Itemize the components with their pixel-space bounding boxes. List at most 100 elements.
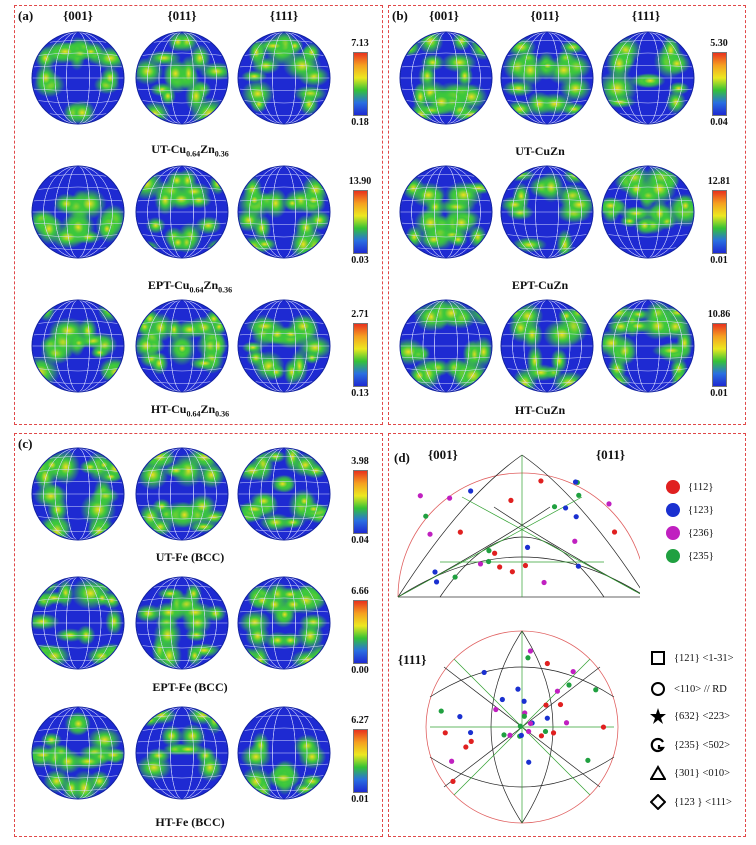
colorbar-c-ept <box>353 600 368 664</box>
ipf-dot <box>427 531 433 537</box>
colorbar-c-ut-min: 0.04 <box>351 535 369 546</box>
panel-d-label: (d) <box>394 450 410 465</box>
ipf-dot <box>442 730 448 736</box>
pole-figure-b-ut-111 <box>600 30 696 126</box>
panel-d <box>388 433 746 837</box>
pole-figure-c-ut-011 <box>134 446 230 542</box>
ipf-dot <box>543 702 549 708</box>
ipf-dot <box>499 696 505 703</box>
pole-figure-a-ept-011 <box>134 164 230 260</box>
pole-figure-c-ept-111 <box>236 575 332 671</box>
ipf-dot <box>457 529 463 535</box>
legend-circle: <110> // RD <box>650 681 727 697</box>
colorbar-a-ht-max: 2.71 <box>351 309 369 320</box>
ipf-dot <box>585 757 591 763</box>
ipf-dot <box>570 668 576 675</box>
colorbar-a-ht-min: 0.13 <box>351 388 369 399</box>
pole-figure-c-ept-001 <box>30 575 126 671</box>
ipf-001-green-lines <box>397 455 640 598</box>
legend-dot-112 <box>666 480 680 494</box>
colorbar-b-ept-min: 0.01 <box>710 255 728 266</box>
pole-figure-a-ht-001 <box>30 298 126 394</box>
panel-c-label: (c) <box>18 436 33 451</box>
caption-c-ut: UT-Fe (BCC) <box>155 550 225 564</box>
legend-diamond: {123 } <111> <box>650 794 732 810</box>
star-icon <box>650 708 666 724</box>
ipf-dot <box>518 732 524 738</box>
ipf-dot <box>544 715 550 721</box>
ipf-dot <box>527 720 534 727</box>
legend-dot-235 <box>666 549 680 563</box>
panel-a-label: (a) <box>18 8 34 23</box>
ipf-001-outline <box>397 472 640 598</box>
colorbar-a-ept-max: 13.90 <box>348 176 372 187</box>
colorbar-a-ut <box>353 52 368 116</box>
ipf-dot <box>477 561 484 567</box>
ipf-label-011: {011} <box>596 447 626 462</box>
ipf-dot <box>438 708 444 714</box>
caption-c-ht: HT-Fe (BCC) <box>155 815 225 829</box>
caption-a-ht: HT-Cu0.64Zn0.36 <box>150 402 230 419</box>
ipf-dot <box>554 688 561 694</box>
caption-a-ept: EPT-Cu0.64Zn0.36 <box>147 278 233 295</box>
ipf-001-arcs <box>397 454 640 598</box>
ipf-dot <box>417 493 423 499</box>
ipf-dot <box>452 574 458 580</box>
ipf-dot <box>492 550 498 556</box>
pole-figure-b-ept-011 <box>499 164 595 260</box>
ipf-dot <box>467 729 474 736</box>
caption-b-ht: HT-CuZn <box>514 403 566 417</box>
panel-b-header-001: {001} <box>429 8 459 23</box>
inverse-pole-figure-diagram <box>397 454 640 824</box>
ipf-dot <box>423 513 429 519</box>
panel-c <box>14 433 383 837</box>
colorbar-a-ht <box>353 323 368 387</box>
colorbar-b-ut <box>712 52 727 116</box>
colorbar-b-ept-max: 12.81 <box>707 176 731 187</box>
pole-figure-a-ept-111 <box>236 164 332 260</box>
pole-figure-c-ht-011 <box>134 705 230 801</box>
legend-236: {236} <box>666 526 714 540</box>
ipf-dot <box>485 558 492 565</box>
ipf-dot <box>611 529 618 535</box>
legend-dot-236 <box>666 526 680 540</box>
ipf-dot <box>538 733 545 739</box>
ipf-dot <box>544 660 550 667</box>
colorbar-c-ht <box>353 729 368 793</box>
panel-b-header-011: {011} <box>530 8 560 23</box>
pole-figure-b-ept-111 <box>600 164 696 260</box>
pole-figure-c-ut-001 <box>30 446 126 542</box>
pole-figure-a-ht-011 <box>134 298 230 394</box>
colorbar-b-ept <box>712 190 727 254</box>
ipf-dot <box>575 563 581 569</box>
legend-123: {123} <box>666 503 714 517</box>
ipf-dot <box>501 732 507 738</box>
ipf-dot <box>433 579 440 585</box>
pole-figure-b-ht-011 <box>499 298 595 394</box>
pole-figure-a-ut-011 <box>134 30 230 126</box>
ipf-dot <box>457 714 463 720</box>
ipf-dot <box>432 569 438 575</box>
ipf-dot <box>508 497 514 503</box>
ipf-dot <box>541 579 547 586</box>
colorbar-a-ept <box>353 190 368 254</box>
colorbar-b-ht-max: 10.86 <box>707 309 731 320</box>
panel-a-header-011: {011} <box>167 8 197 23</box>
ipf-dot <box>486 548 492 554</box>
ipf-dot <box>573 514 579 520</box>
ipf-dot <box>527 648 534 654</box>
pole-figure-c-ept-011 <box>134 575 230 671</box>
square-icon <box>651 651 665 665</box>
pole-figure-a-ut-111 <box>236 30 332 126</box>
legend-235: {235} <box>666 549 714 563</box>
ipf-dot <box>463 744 469 750</box>
ipf-dot <box>446 495 453 501</box>
ipf-dot <box>449 758 455 764</box>
diamond-icon <box>650 794 666 810</box>
ipf-label-001: {001} <box>428 447 458 462</box>
ipf-orientation-dots <box>417 478 618 784</box>
legend-star: {632} <223> <box>650 708 730 724</box>
panel-b-label: (b) <box>392 8 408 23</box>
ipf-dot <box>593 687 599 693</box>
ipf-dot <box>481 669 487 676</box>
